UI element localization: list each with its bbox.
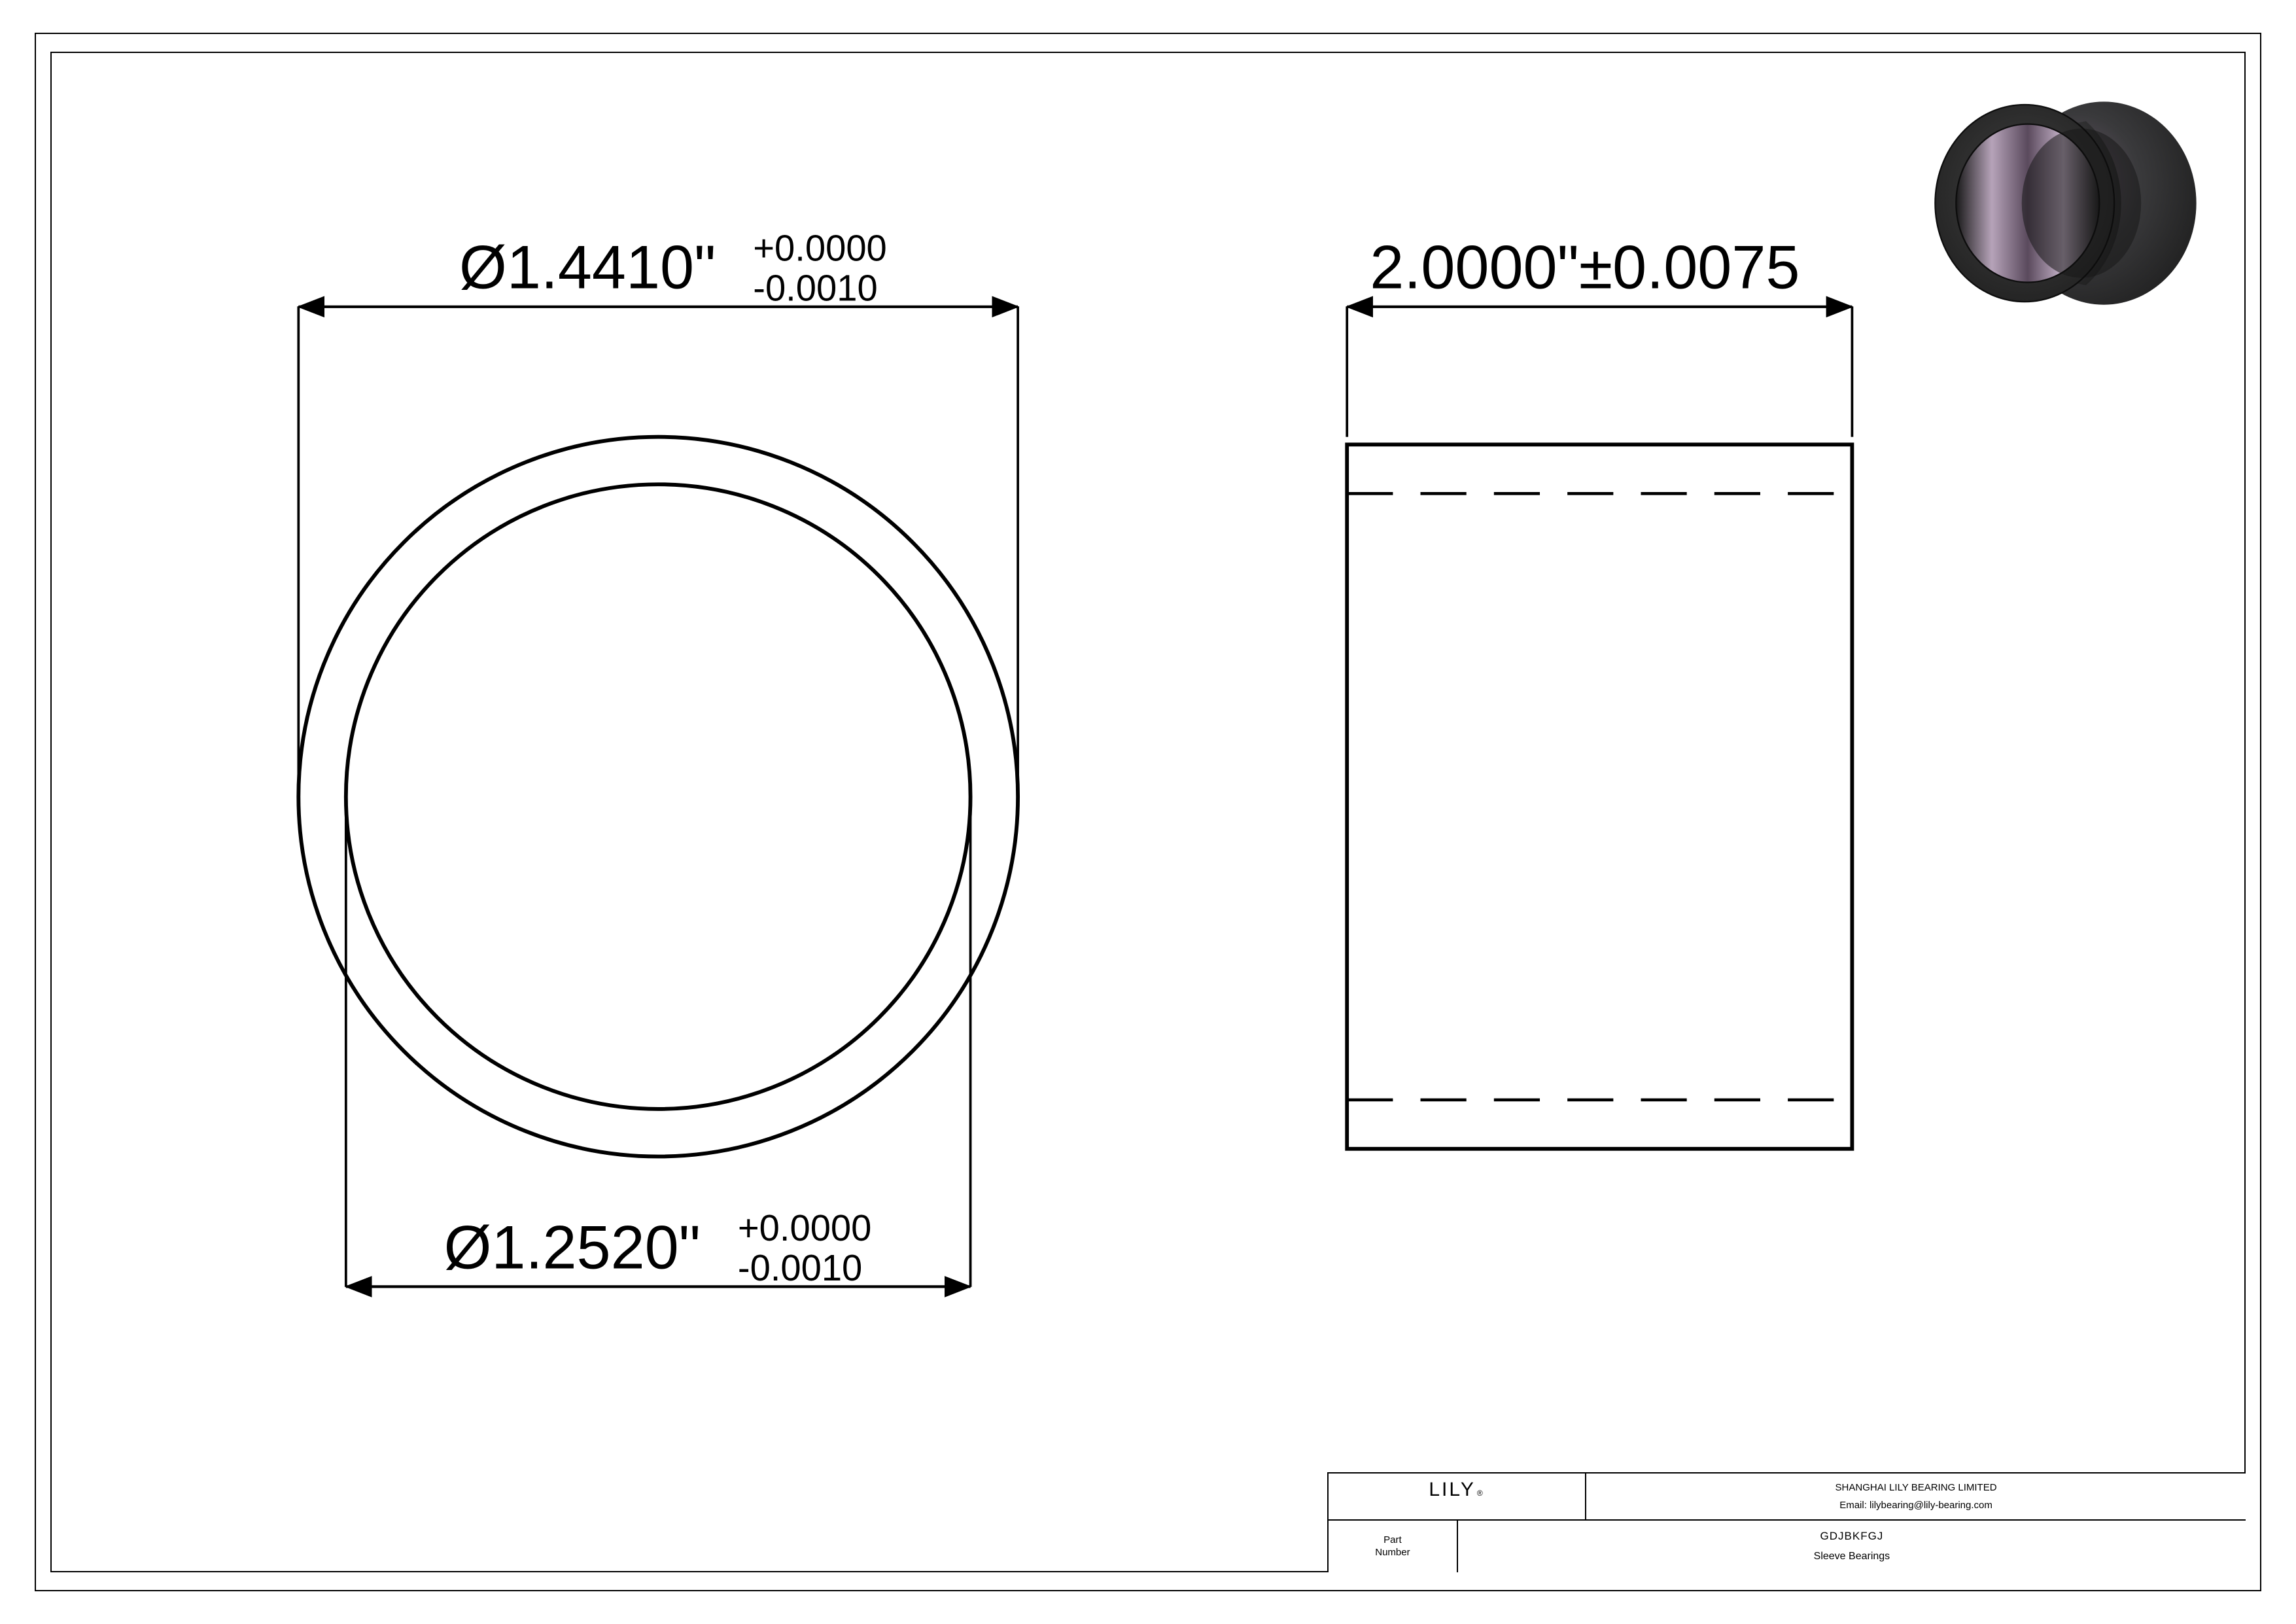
company-cell: SHANGHAI LILY BEARING LIMITED Email: lil… — [1585, 1474, 2245, 1519]
part-number-label-1: Part — [1383, 1534, 1402, 1547]
company-email: Email: lilybearing@lily-bearing.com — [1839, 1496, 1992, 1514]
side-view: 2.0000"±0.0075 — [1347, 233, 1852, 1149]
part-number-label-2: Number — [1375, 1546, 1410, 1559]
outer-dia-value: 1.4410 — [507, 233, 694, 302]
company-name: SHANGHAI LILY BEARING LIMITED — [1835, 1479, 1997, 1496]
inner-dia-symbol: Ø — [444, 1212, 492, 1281]
length-label: 2.0000"±0.0075 — [1370, 233, 1800, 302]
outer-dia-tol-lower: -0.0010 — [753, 267, 877, 308]
outer-dia-symbol: Ø — [459, 233, 507, 302]
inner-dia-value: 1.2520 — [491, 1212, 678, 1281]
inner-circle — [346, 484, 971, 1109]
drawing-page: Ø1.4410" +0.0000 -0.0010 Ø1.2520" +0.000… — [0, 0, 2296, 1624]
front-view: Ø1.4410" +0.0000 -0.0010 Ø1.2520" +0.000… — [298, 228, 1018, 1288]
logo-text: LILY — [1429, 1479, 1476, 1501]
length-unit: " — [1557, 233, 1579, 302]
svg-text:Ø1.4410": Ø1.4410" — [459, 233, 716, 302]
inner-dia-unit: " — [679, 1212, 701, 1281]
title-block: LILY® SHANGHAI LILY BEARING LIMITED Emai… — [1327, 1472, 2246, 1572]
inner-dia-tol-upper: +0.0000 — [738, 1207, 872, 1248]
outer-dia-unit: " — [694, 233, 716, 302]
svg-text:Ø1.2520": Ø1.2520" — [444, 1212, 701, 1281]
product-type: Sleeve Bearings — [1814, 1547, 1890, 1566]
isometric-render — [1917, 73, 2216, 333]
inner-dia-label: Ø1.2520" +0.0000 -0.0010 — [444, 1207, 872, 1288]
logo-cell: LILY® — [1329, 1474, 1586, 1519]
side-outline — [1347, 444, 1852, 1148]
outer-dia-tol-upper: +0.0000 — [753, 228, 887, 269]
length-value: 2.0000 — [1370, 233, 1557, 302]
logo-trademark: ® — [1477, 1489, 1485, 1498]
outer-circle — [298, 437, 1018, 1157]
length-tol: ±0.0075 — [1579, 233, 1800, 302]
inner-dia-tol-lower: -0.0010 — [738, 1247, 862, 1288]
part-number-value: GDJBKFGJ — [1820, 1526, 1884, 1547]
title-block-row-2: Part Number GDJBKFGJ Sleeve Bearings — [1329, 1519, 2246, 1572]
part-number-label-cell: Part Number — [1329, 1521, 1457, 1572]
outer-dia-label: Ø1.4410" +0.0000 -0.0010 — [459, 228, 887, 309]
part-number-value-cell: GDJBKFGJ Sleeve Bearings — [1457, 1521, 2246, 1572]
title-block-row-1: LILY® SHANGHAI LILY BEARING LIMITED Emai… — [1329, 1474, 2246, 1519]
